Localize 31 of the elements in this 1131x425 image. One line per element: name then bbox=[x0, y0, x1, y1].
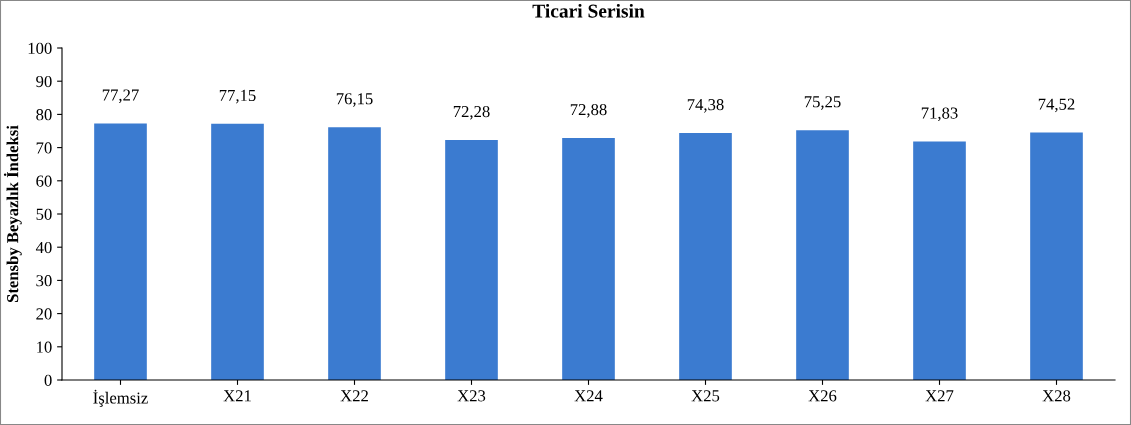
data-label: 75,25 bbox=[804, 96, 841, 110]
x-tick-label: X25 bbox=[691, 390, 720, 402]
x-tick-label: İşlemsiz bbox=[93, 389, 148, 407]
y-tick-label: 90 bbox=[36, 75, 52, 88]
y-axis-title: Stensby Beyazlık İndeksi bbox=[3, 125, 22, 303]
y-tick-label: 20 bbox=[36, 308, 52, 320]
data-label: 71,83 bbox=[921, 107, 958, 122]
y-tick-label: 80 bbox=[36, 109, 52, 121]
y-tick-label: 0 bbox=[44, 374, 52, 386]
y-tick-label: 40 bbox=[35, 241, 52, 254]
x-tick-label: X27 bbox=[925, 390, 954, 402]
y-tick-label: 30 bbox=[36, 275, 52, 287]
data-label: 76,15 bbox=[336, 93, 373, 107]
x-tick-label: X23 bbox=[457, 390, 486, 402]
chart-title: Ticari Serisin bbox=[532, 3, 645, 18]
data-label: 74,38 bbox=[687, 98, 724, 113]
x-tick-label: X24 bbox=[574, 390, 603, 402]
y-tick-label: 60 bbox=[36, 175, 52, 187]
y-tick-label: 50 bbox=[36, 208, 52, 220]
y-tick-label: 10 bbox=[37, 341, 52, 353]
data-label: 77,27 bbox=[102, 89, 139, 104]
x-tick-label: X26 bbox=[808, 390, 837, 402]
x-tick-label: X28 bbox=[1042, 390, 1071, 402]
x-tick-label: X21 bbox=[223, 390, 251, 402]
y-tick-label: 70 bbox=[36, 142, 52, 154]
y-tick-label: 100 bbox=[28, 42, 52, 54]
data-label: 72,28 bbox=[453, 105, 490, 120]
data-label: 77,15 bbox=[219, 89, 256, 104]
data-label: 74,52 bbox=[1038, 98, 1075, 113]
x-tick-label: X22 bbox=[340, 390, 368, 402]
data-label: 72,88 bbox=[570, 103, 607, 118]
